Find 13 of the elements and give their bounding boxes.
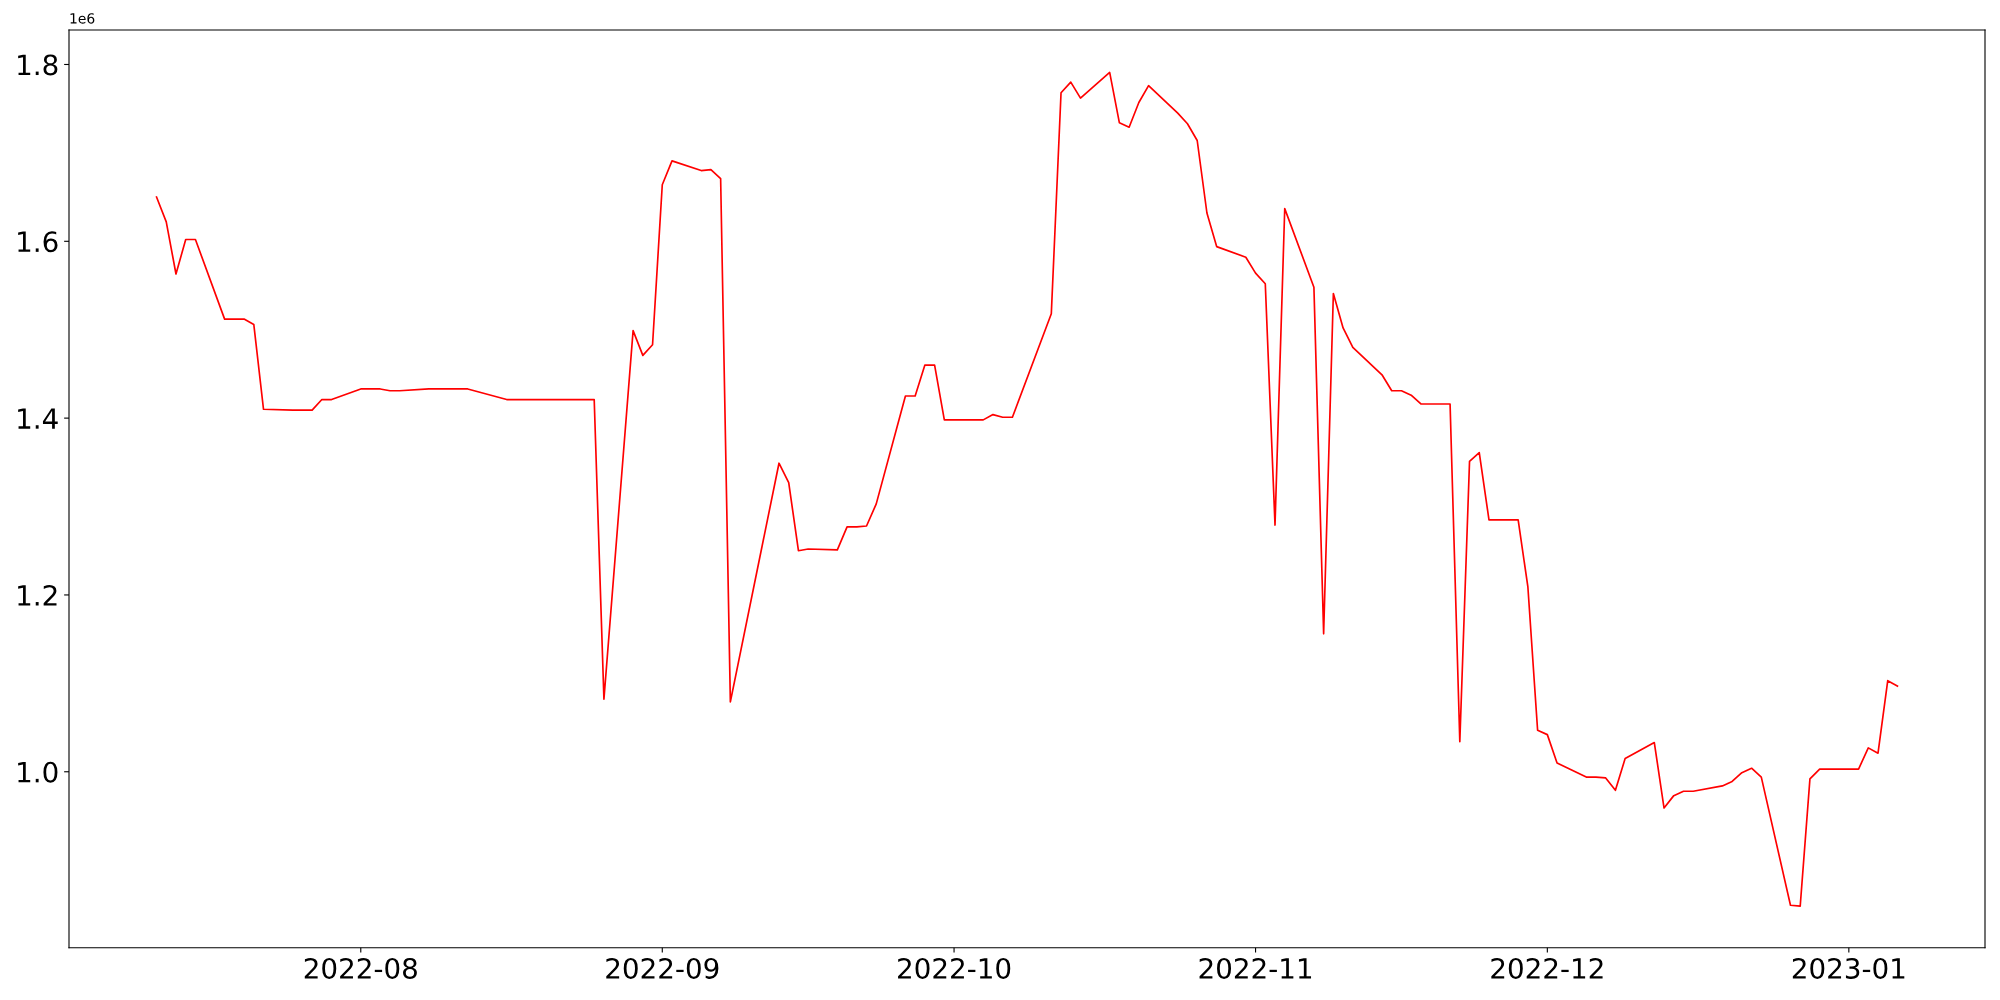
text: 1e6 bbox=[70, 13, 95, 24]
x-tick-label: 2023-01 bbox=[1792, 957, 1905, 979]
x-tick-label: 2022-09 bbox=[606, 957, 719, 979]
y-tick-label: 1.6 bbox=[18, 231, 58, 253]
y-tick-label: 1.2 bbox=[18, 584, 57, 606]
y-tick-label: 1.4 bbox=[18, 408, 58, 429]
x-tick-label: 2022-12 bbox=[1491, 957, 1603, 979]
y-tick-label: 1.8 bbox=[18, 54, 58, 76]
y-tick-label: 1.0 bbox=[18, 761, 58, 783]
line-series bbox=[155, 71, 1899, 907]
x-tick-label: 2022-11 bbox=[1199, 957, 1312, 979]
x-tick-label: 2022-10 bbox=[898, 957, 1011, 979]
x-tick-label: 2022-08 bbox=[304, 957, 417, 979]
